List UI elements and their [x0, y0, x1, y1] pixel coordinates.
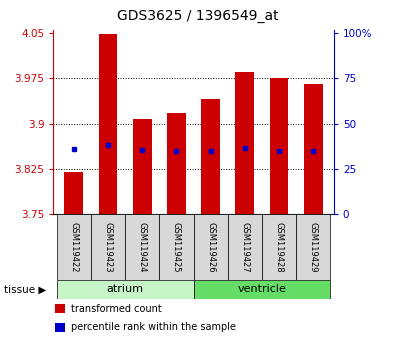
Bar: [57, 280, 194, 299]
Text: GSM119425: GSM119425: [172, 222, 181, 272]
Bar: [296, 214, 330, 280]
Text: atrium: atrium: [107, 284, 144, 295]
Text: GSM119428: GSM119428: [275, 222, 284, 272]
Bar: [270, 78, 288, 214]
Bar: [235, 72, 254, 214]
Bar: [228, 214, 262, 280]
Bar: [125, 214, 159, 280]
Bar: [262, 214, 296, 280]
Bar: [159, 214, 194, 280]
Text: GSM119426: GSM119426: [206, 222, 215, 272]
Bar: [133, 119, 152, 214]
Bar: [194, 214, 228, 280]
Bar: [167, 113, 186, 214]
Text: transformed count: transformed count: [71, 304, 162, 314]
Text: GSM119429: GSM119429: [309, 222, 318, 272]
Bar: [304, 84, 323, 214]
Bar: [57, 214, 91, 280]
Text: GSM119427: GSM119427: [240, 222, 249, 272]
Text: tissue ▶: tissue ▶: [4, 284, 46, 295]
Bar: [194, 280, 330, 299]
Bar: [201, 99, 220, 214]
Text: GSM119423: GSM119423: [103, 222, 113, 272]
Text: GSM119424: GSM119424: [138, 222, 147, 272]
Text: ventricle: ventricle: [237, 284, 286, 295]
Bar: [91, 214, 125, 280]
Text: GSM119422: GSM119422: [70, 222, 78, 272]
Bar: [64, 172, 83, 214]
Text: GDS3625 / 1396549_at: GDS3625 / 1396549_at: [117, 9, 278, 23]
Bar: [99, 34, 117, 214]
Text: percentile rank within the sample: percentile rank within the sample: [71, 322, 236, 332]
